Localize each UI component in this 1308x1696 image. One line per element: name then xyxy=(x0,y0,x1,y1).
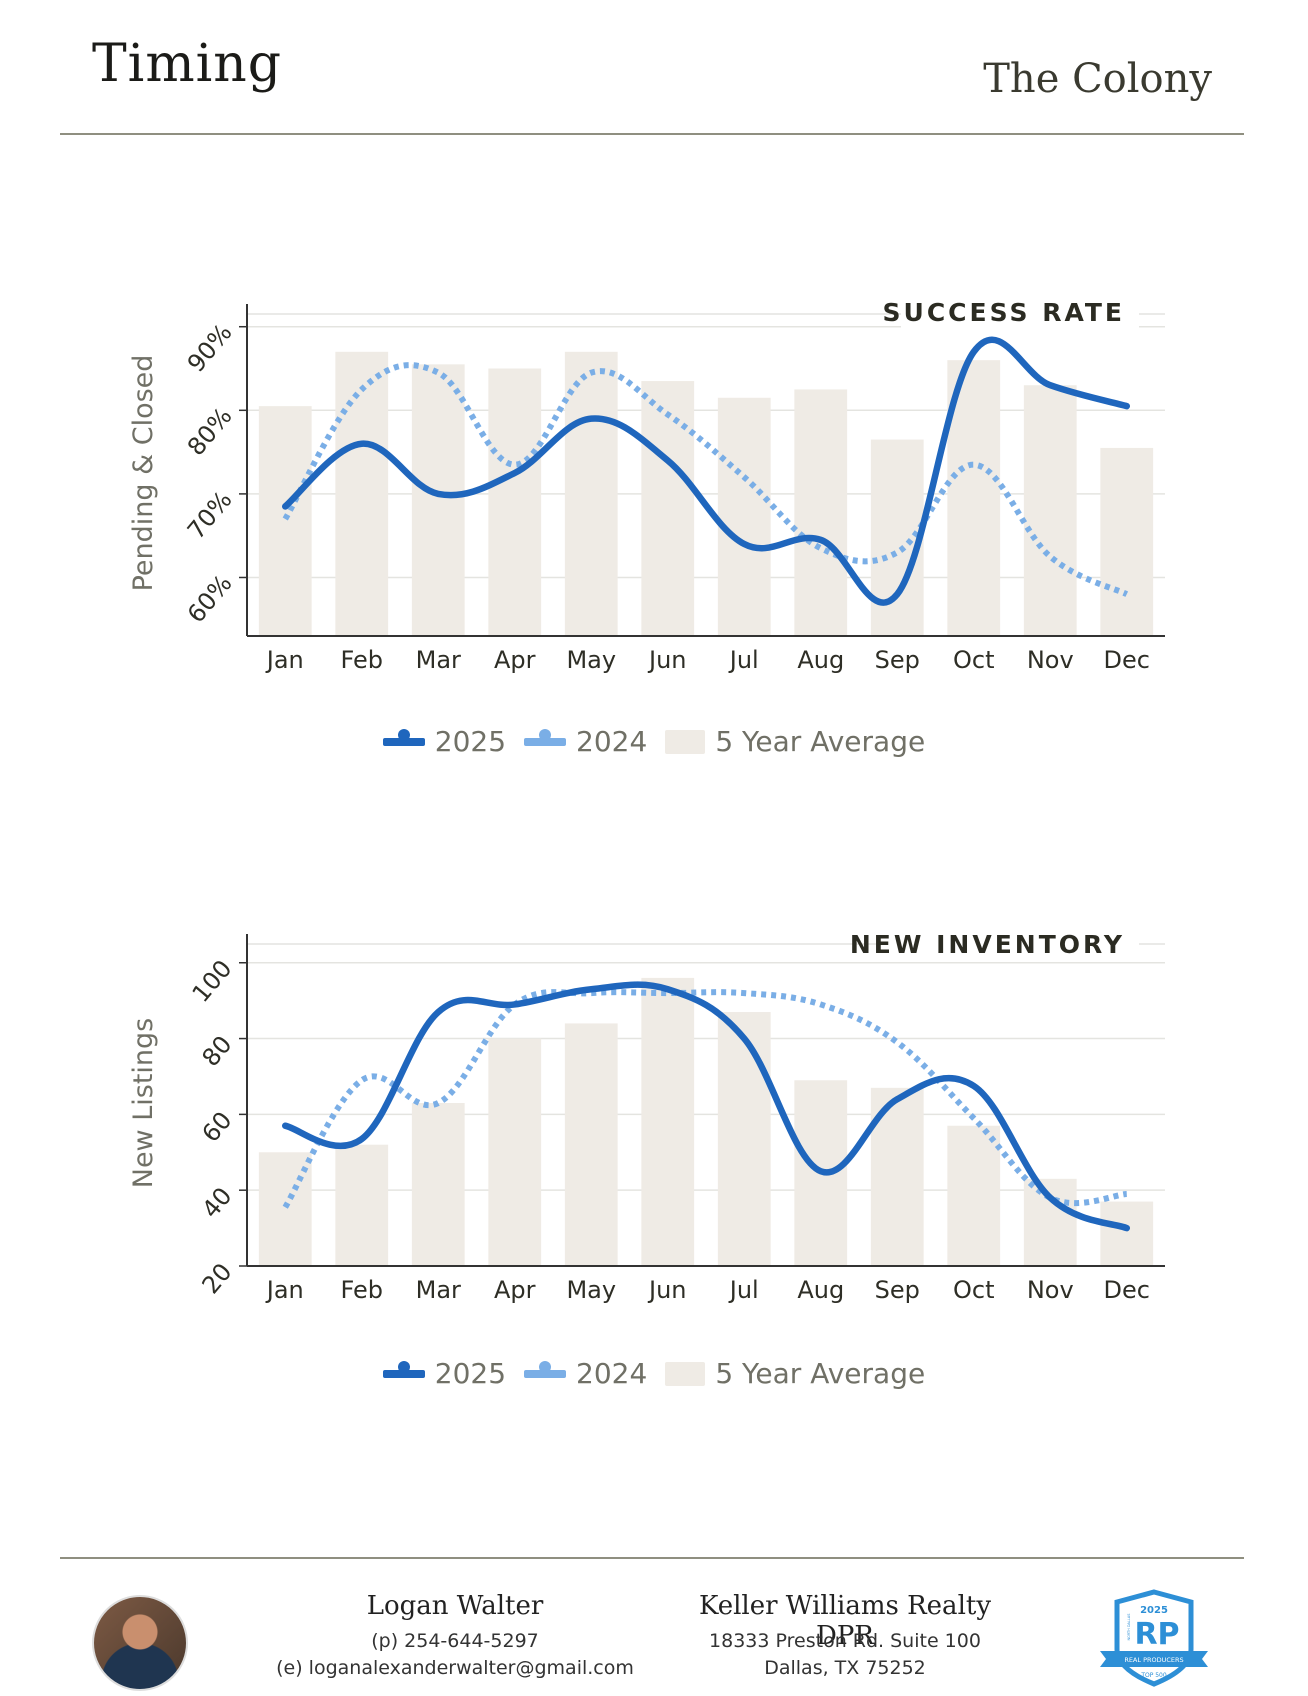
bar-5yr-avg-feb xyxy=(335,1144,389,1266)
legend-swatch-5yr xyxy=(665,1361,706,1386)
bar-5yr-avg-mar xyxy=(411,1103,465,1266)
y-tick-label: 80 xyxy=(197,1030,238,1071)
bar-5yr-avg-jul xyxy=(717,1012,771,1266)
legend-item-5yr: 5 Year Average xyxy=(665,725,925,758)
x-tick-label-oct: Oct xyxy=(953,646,995,674)
success-rate-chart: 60%70%80%90%Jan Feb Mar Apr May Jun Jul Aug Sep O… xyxy=(128,293,1165,674)
x-tick-label-mar: Mar xyxy=(416,646,461,674)
x-tick-label-apr: Apr xyxy=(494,1276,536,1304)
x-tick-label-nov: Nov xyxy=(1027,1276,1074,1304)
x-tick-label-aug: Aug xyxy=(797,1276,844,1304)
page-title: Timing xyxy=(92,34,283,94)
x-tick-label-sep: Sep xyxy=(875,646,920,674)
legend-swatch-5yr xyxy=(665,729,706,754)
legend-label-2024: 2024 xyxy=(576,725,648,758)
chart-title-backing xyxy=(883,925,1139,961)
legend-item-2025: 2025 xyxy=(382,1357,507,1390)
line-2024 xyxy=(282,362,1129,597)
agent-name: Logan Walter xyxy=(366,1591,544,1621)
x-tick-label-feb: Feb xyxy=(341,1276,384,1304)
x-tick-label-dec: Dec xyxy=(1104,1276,1150,1304)
line-2025 xyxy=(282,336,1130,606)
bar-5yr-avg-mar xyxy=(411,364,465,636)
x-tick-label-may: May xyxy=(566,646,616,674)
x-tick-label-jun: Jun xyxy=(647,646,687,674)
y-tick-label: 100 xyxy=(187,955,238,1008)
x-tick-label-may: May xyxy=(566,1276,616,1304)
chart-title: SUCCESS RATE xyxy=(883,298,1125,327)
footer-divider xyxy=(60,1557,1244,1559)
legend-swatch-2024 xyxy=(524,728,567,746)
legend-label-5yr: 5 Year Average xyxy=(715,1357,926,1390)
line-2025 xyxy=(282,981,1130,1232)
x-tick-label-dec: Dec xyxy=(1104,646,1150,674)
y-axis-label: New Listings xyxy=(128,1018,159,1189)
legend-item-2024: 2024 xyxy=(524,725,647,758)
bar-5yr-avg-jun xyxy=(641,977,695,1266)
y-tick-label: 40 xyxy=(197,1182,238,1223)
y-tick-label: 60 xyxy=(197,1106,238,1147)
x-tick-label-nov: Nov xyxy=(1027,646,1074,674)
chart-title-backing xyxy=(901,293,1139,329)
company-name: Keller Williams Realty DPR xyxy=(698,1591,992,1651)
bar-5yr-avg-may xyxy=(564,351,618,636)
x-tick-label-jul: Jul xyxy=(728,1276,759,1304)
legend-label-2024: 2024 xyxy=(576,1357,648,1390)
agent-phone: (p) 254-644-5297 xyxy=(371,1630,539,1652)
bar-5yr-avg-apr xyxy=(488,1038,542,1266)
legend-item-2025: 2025 xyxy=(382,725,507,758)
x-tick-label-sep: Sep xyxy=(875,1276,920,1304)
header-divider xyxy=(60,133,1244,135)
x-tick-label-feb: Feb xyxy=(341,646,384,674)
legend-label-2025: 2025 xyxy=(434,1357,507,1390)
x-tick-label-jun: Jun xyxy=(647,1276,687,1304)
city-name: The Colony xyxy=(983,56,1212,102)
y-axis-label: Pending & Closed xyxy=(128,355,159,592)
x-tick-label-apr: Apr xyxy=(494,646,536,674)
legend-swatch-2025 xyxy=(382,1360,425,1378)
badge-top: TOP 500 xyxy=(1140,1672,1167,1679)
legend-item-5yr: 5 Year Average xyxy=(665,1357,925,1390)
bar-5yr-avg-nov xyxy=(1023,1178,1077,1266)
x-tick-label-jul: Jul xyxy=(728,646,759,674)
badge-year: 2025 xyxy=(1140,1605,1168,1616)
bar-5yr-avg-may xyxy=(564,1023,618,1266)
legend-label-2025: 2025 xyxy=(434,725,507,758)
company-address-line2: Dallas, TX 75252 xyxy=(764,1657,926,1679)
company-address-line1: 18333 Preston Rd. Suite 100 xyxy=(709,1630,981,1652)
x-tick-label-jan: Jan xyxy=(265,646,304,674)
new-inventory-legend: 2025 2024 5 Year Average xyxy=(0,1357,1308,1390)
bar-5yr-avg-oct xyxy=(947,360,1001,636)
x-tick-label-aug: Aug xyxy=(797,646,844,674)
bar-5yr-avg-jan xyxy=(258,406,312,636)
x-tick-label-oct: Oct xyxy=(953,1276,995,1304)
x-tick-label-mar: Mar xyxy=(416,1276,461,1304)
legend-item-2024: 2024 xyxy=(524,1357,647,1390)
agent-avatar xyxy=(92,1595,188,1691)
bar-5yr-avg-feb xyxy=(335,351,389,636)
bar-5yr-avg-oct xyxy=(947,1125,1001,1266)
legend-label-5yr: 5 Year Average xyxy=(715,725,926,758)
y-tick-label: 20 xyxy=(197,1258,238,1299)
agent-email[interactable]: (e) loganalexanderwalter@gmail.com xyxy=(276,1657,634,1679)
chart-title: NEW INVENTORY xyxy=(850,930,1125,959)
badge-rp: RP xyxy=(1134,1617,1179,1652)
new-inventory-chart: 20 40 60 80 100 Jan Feb Mar Apr May Jun Jul Aug Sep Oc… xyxy=(128,925,1165,1304)
legend-swatch-2025 xyxy=(382,728,425,746)
real-producers-badge: 2025 NORTH DALLAS RP REAL PRODUCERS TOP … xyxy=(1100,1589,1208,1687)
x-tick-label-jan: Jan xyxy=(265,1276,304,1304)
success-rate-legend: 2025 2024 5 Year Average xyxy=(0,725,1308,758)
bar-5yr-avg-nov xyxy=(1023,385,1077,636)
legend-swatch-2024 xyxy=(524,1360,567,1378)
badge-region: NORTH DALLAS xyxy=(1127,1613,1131,1641)
bar-5yr-avg-aug xyxy=(794,389,848,636)
line-2024 xyxy=(282,989,1128,1209)
badge-ribbon: REAL PRODUCERS xyxy=(1124,1656,1183,1664)
bar-5yr-avg-dec xyxy=(1100,447,1154,636)
bar-5yr-avg-jul xyxy=(717,397,771,636)
bar-5yr-avg-apr xyxy=(488,368,542,636)
bar-5yr-avg-dec xyxy=(1100,1201,1154,1266)
